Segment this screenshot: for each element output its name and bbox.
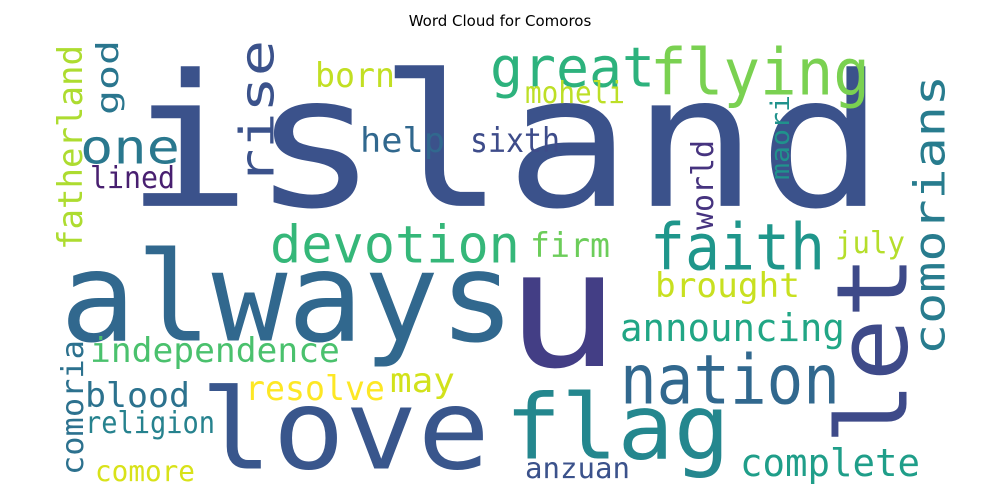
word-anzuan: anzuan (525, 452, 630, 485)
word-faith: faith (650, 211, 825, 285)
word-rise: rise (230, 40, 285, 185)
word-moheli: moheli (525, 75, 625, 110)
word-fatherland: fatherland (51, 45, 91, 250)
word-flying: flying (650, 35, 870, 110)
word-sixth: sixth (470, 120, 560, 160)
word-born: born (315, 55, 395, 95)
word-july: july (835, 225, 905, 259)
word-lined: lined (90, 160, 175, 195)
chart-title: Word Cloud for Comoros (408, 12, 592, 30)
word-world: world (686, 140, 721, 230)
word-great: great (490, 36, 655, 100)
word-brought: brought (655, 266, 800, 306)
word-love: love (200, 366, 490, 495)
word-independence: independence (90, 331, 340, 371)
word-comorians: comorians (906, 75, 956, 355)
word-u: u (505, 215, 620, 405)
word-may: may (390, 361, 455, 401)
word-complete: complete (740, 440, 920, 485)
word-devotion: devotion (270, 216, 520, 276)
word-resolve: resolve (245, 368, 385, 408)
word-announcing: announcing (620, 305, 845, 350)
word-nation: nation (620, 341, 840, 420)
word-flag: flag (505, 375, 730, 480)
word-let: let (817, 255, 931, 445)
word-one: one (80, 121, 180, 176)
word-god: god (90, 40, 126, 115)
word-comoria: comoria (56, 340, 91, 475)
word-comore: comore (95, 455, 195, 488)
word-island: island (125, 36, 885, 250)
word-maori: maori (766, 95, 795, 180)
word-blood: blood (85, 376, 190, 416)
word-religion: religion (85, 406, 215, 441)
word-help: help (360, 121, 445, 160)
word-always: always (60, 226, 515, 370)
word-firm: firm (530, 225, 610, 265)
